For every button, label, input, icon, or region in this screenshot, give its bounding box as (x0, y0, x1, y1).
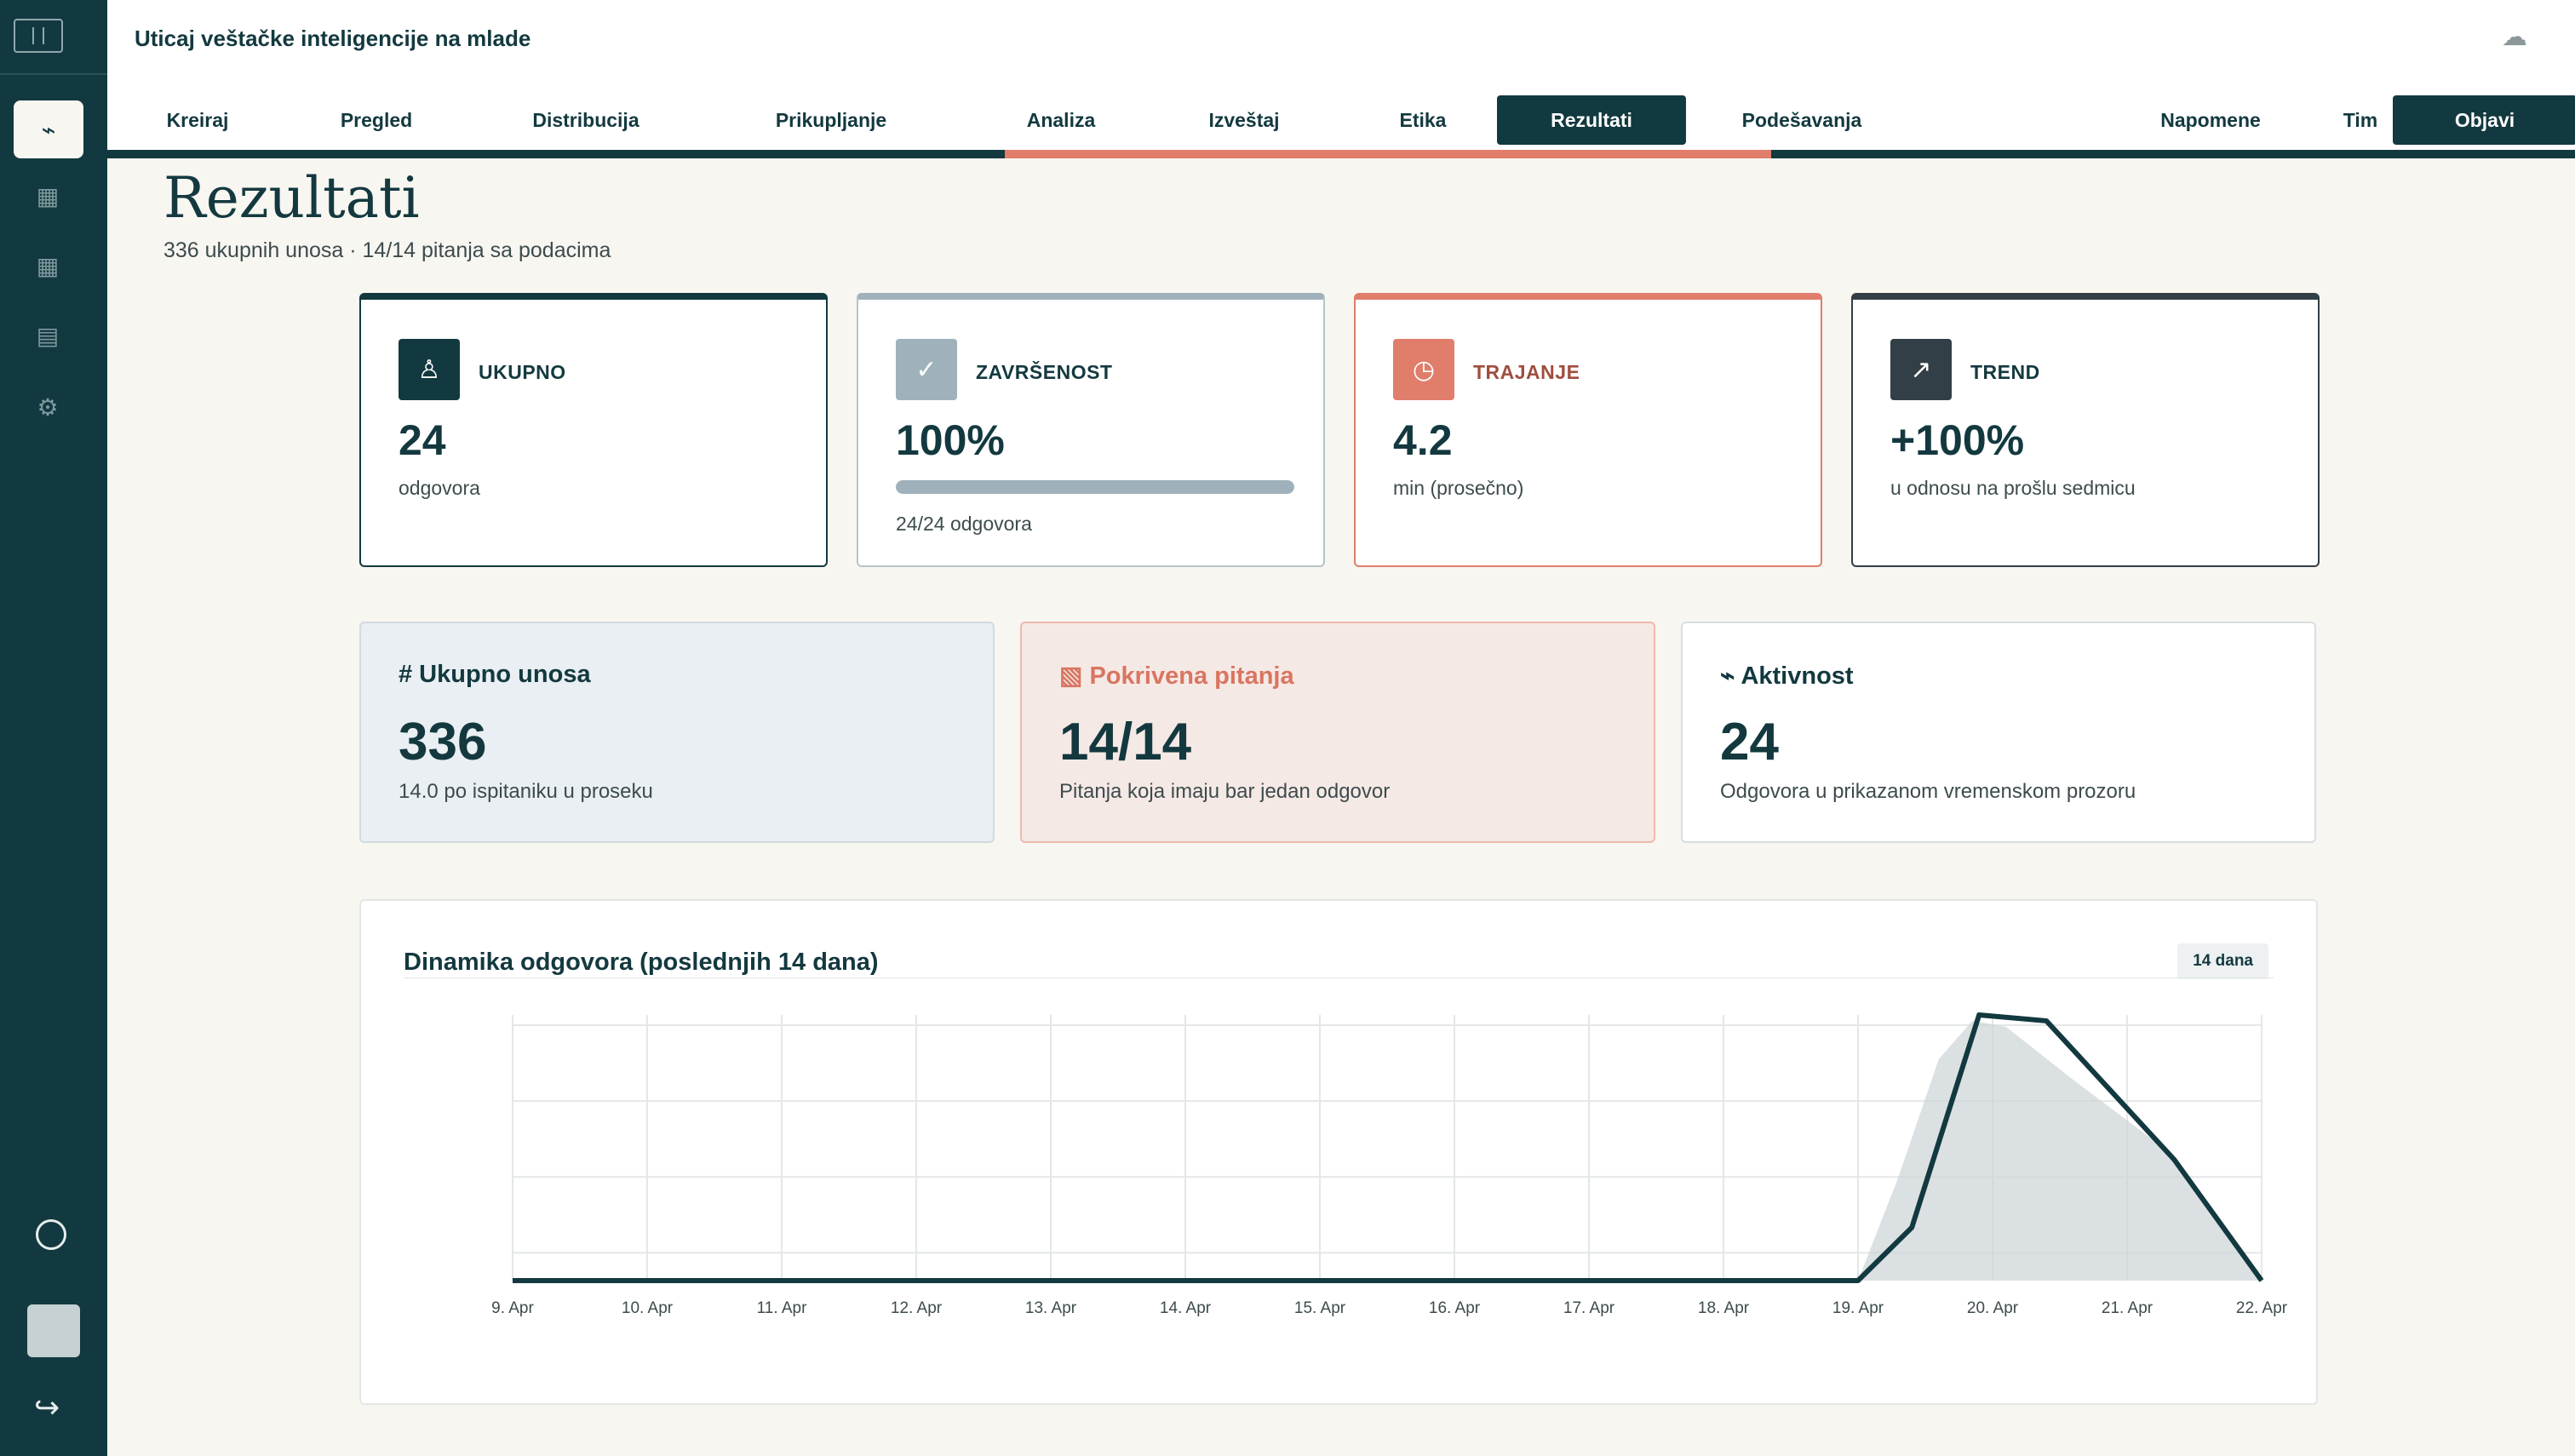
grid-icon[interactable]: ▦ (36, 182, 60, 209)
check-icon: ✓ (896, 339, 957, 400)
tab-rezultati[interactable]: Rezultati (1497, 95, 1686, 145)
x-tick-label: 16. Apr (1429, 1299, 1481, 1317)
stat-note: 14.0 po ispitaniku u proseku (399, 780, 653, 803)
logout-icon[interactable]: ↪ (34, 1390, 60, 1424)
x-tick-label: 15. Apr (1294, 1299, 1346, 1317)
completion-progress-bar (896, 480, 1294, 494)
kpi-value: 24 (399, 416, 446, 464)
grid-icon[interactable]: ▦ (36, 252, 60, 279)
stat-card-covered-questions: ▧ Pokrivena pitanja 14/14 Pitanja koja i… (1020, 622, 1655, 843)
x-tick-label: 21. Apr (2102, 1299, 2153, 1317)
kpi-card-duration: ◷ TRAJANJE 4.2 min (prosečno) (1354, 293, 1822, 567)
kpi-note: min (prosečno) (1393, 477, 1524, 499)
stat-title: ⌁ Aktivnost (1720, 662, 1854, 690)
kpi-label: ZAVRŠENOST (976, 361, 1113, 383)
kpi-card-trend: ↗ TREND +100% u odnosu na prošlu sedmicu (1851, 293, 2320, 567)
sidebar-divider (0, 73, 107, 75)
tab-napomene[interactable]: Napomene (2160, 108, 2261, 131)
x-tick-label: 18. Apr (1698, 1299, 1750, 1317)
area-series (1858, 1020, 2262, 1281)
circle-icon[interactable] (36, 1219, 66, 1250)
x-tick-label: 9. Apr (491, 1299, 534, 1317)
stat-note: Pitanja koja imaju bar jedan odgovor (1059, 780, 1391, 803)
x-tick-label: 13. Apr (1025, 1299, 1077, 1317)
tab-distribucija[interactable]: Distribucija (532, 108, 639, 131)
sidebar: ⌁ ▦ ▦ ▤ ⚙ ↪ (0, 0, 107, 1456)
kpi-note: odgovora (399, 477, 480, 499)
kpi-card-total: ♙ UKUPNO 24 odgovora (359, 293, 828, 567)
x-tick-label: 17. Apr (1563, 1299, 1615, 1317)
stat-value: 14/14 (1059, 713, 1192, 771)
kpi-label: TREND (1970, 361, 2040, 383)
avatar[interactable] (27, 1304, 80, 1357)
series-line (513, 1012, 2264, 1283)
kpi-value: 4.2 (1393, 416, 1453, 464)
stat-card-activity: ⌁ Aktivnost 24 Odgovora u prikazanom vre… (1681, 622, 2316, 843)
range-badge[interactable]: 14 dana (2177, 943, 2268, 979)
stat-note: Odgovora u prikazanom vremenskom prozoru (1720, 780, 2136, 803)
response-dynamics-chart-card: Dinamika odgovora (poslednjih 14 dana) 1… (359, 899, 2318, 1405)
header: Uticaj veštačke inteligencije na mlade ☁… (107, 0, 2575, 158)
kpi-note: u odnosu na prošlu sedmicu (1890, 477, 2136, 499)
stat-title: ▧ Pokrivena pitanja (1059, 662, 1294, 690)
stat-value: 336 (399, 713, 487, 771)
tab-pregled[interactable]: Pregled (340, 108, 413, 131)
gear-icon[interactable]: ⚙ (37, 393, 59, 421)
app-title: Uticaj veštačke inteligencije na mlade (135, 26, 531, 51)
header-accent-bar (1005, 150, 1771, 158)
person-icon: ♙ (399, 339, 460, 400)
tab-analiza[interactable]: Analiza (1026, 108, 1096, 131)
tab-prikupljanje[interactable]: Prikupljanje (775, 108, 887, 131)
page-title: Rezultati (163, 165, 420, 231)
x-tick-label: 19. Apr (1832, 1299, 1884, 1317)
kpi-label: UKUPNO (479, 361, 566, 383)
kpi-value: 100% (896, 416, 1005, 464)
stat-value: 24 (1720, 713, 1779, 771)
tab-etika[interactable]: Etika (1399, 108, 1447, 131)
stat-title: # Ukupno unosa (399, 661, 591, 688)
kpi-value: +100% (1890, 416, 2025, 464)
progress-fill (896, 480, 1294, 494)
chart-divider (404, 977, 2274, 978)
kpi-label: TRAJANJE (1473, 361, 1580, 383)
clock-icon: ◷ (1393, 339, 1454, 400)
tab-bar: Kreiraj Pregled Distribucija Prikupljanj… (107, 95, 2575, 145)
chart-title: Dinamika odgovora (poslednjih 14 dana) (404, 949, 879, 976)
x-tick-label: 11. Apr (757, 1299, 807, 1317)
stat-card-total-entries: # Ukupno unosa 336 14.0 po ispitaniku u … (359, 622, 995, 843)
panel-toggle-icon[interactable] (14, 19, 63, 53)
activity-icon[interactable]: ⌁ (14, 100, 83, 158)
kpi-card-completion: ✓ ZAVRŠENOST 100% 24/24 odgovora (857, 293, 1325, 567)
tab-izvestaj[interactable]: Izveštaj (1208, 108, 1280, 131)
trend-up-icon: ↗ (1890, 339, 1952, 400)
x-tick-label: 22. Apr (2236, 1299, 2288, 1317)
publish-button[interactable]: Objavi (2393, 95, 2575, 145)
x-tick-label: 10. Apr (622, 1299, 674, 1317)
page-subtitle: 336 ukupnih unosa · 14/14 pitanja sa pod… (163, 238, 611, 262)
x-tick-label: 12. Apr (891, 1299, 943, 1317)
cloud-icon[interactable]: ☁ (2502, 23, 2527, 51)
kpi-note: 24/24 odgovora (896, 513, 1032, 535)
tab-kreiraj[interactable]: Kreiraj (166, 108, 229, 131)
x-tick-label: 20. Apr (1967, 1299, 2019, 1317)
tab-podesavanja[interactable]: Podešavanja (1741, 108, 1862, 131)
x-tick-label: 14. Apr (1160, 1299, 1212, 1317)
line-chart: 9. Apr 10. Apr 11. Apr 12. Apr 13. Apr 14. Ap… (491, 1012, 2288, 1317)
tab-tim[interactable]: Tim (2343, 108, 2378, 131)
list-icon[interactable]: ▤ (36, 322, 60, 349)
